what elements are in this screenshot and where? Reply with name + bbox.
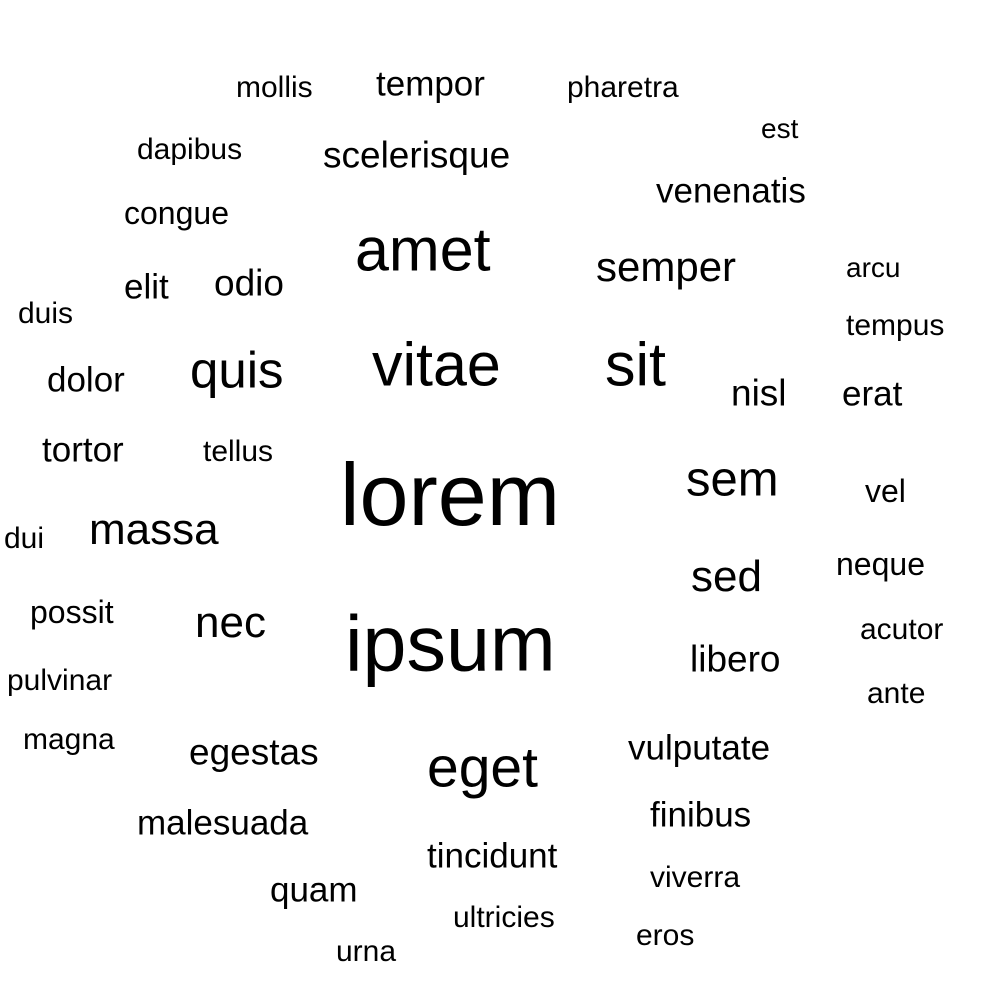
word-sem: sem [686, 452, 779, 507]
word-erat: erat [842, 374, 903, 414]
word-sed: sed [691, 552, 762, 601]
word-arcu: arcu [846, 252, 901, 283]
word-nec: nec [195, 598, 266, 647]
word-tempor: tempor [376, 64, 485, 104]
word-tempus: tempus [846, 309, 945, 342]
word-venenatis: venenatis [656, 171, 806, 211]
word-eros: eros [636, 919, 695, 952]
word-scelerisque: scelerisque [323, 134, 511, 176]
word-nisl: nisl [731, 372, 787, 414]
word-neque: neque [836, 546, 925, 582]
word-libero: libero [690, 638, 781, 680]
word-pulvinar: pulvinar [7, 664, 113, 697]
word-sit: sit [605, 330, 666, 399]
word-pharetra: pharetra [567, 71, 679, 104]
word-malesuada: malesuada [137, 803, 309, 843]
word-viverra: viverra [650, 861, 741, 894]
word-dui: dui [4, 522, 45, 555]
word-elit: elit [124, 267, 169, 307]
word-ipsum: ipsum [345, 598, 556, 688]
word-vulputate: vulputate [628, 728, 771, 768]
word-est: est [761, 113, 799, 144]
word-massa: massa [89, 505, 219, 554]
word-duis: duis [18, 297, 74, 330]
word-ultricies: ultricies [453, 901, 555, 934]
word-dapibus: dapibus [137, 133, 243, 166]
word-mollis: mollis [236, 71, 313, 104]
word-possit: possit [30, 594, 114, 630]
word-odio: odio [214, 262, 284, 304]
word-congue: congue [124, 195, 229, 231]
word-ante: ante [867, 677, 926, 710]
word-finibus: finibus [650, 795, 752, 835]
word-dolor: dolor [47, 360, 125, 400]
word-vel: vel [865, 473, 906, 509]
word-lorem: lorem [340, 445, 561, 544]
word-semper: semper [596, 243, 737, 290]
word-egestas: egestas [189, 731, 319, 773]
word-magna: magna [23, 723, 115, 756]
word-tellus: tellus [203, 435, 274, 468]
word-acutor: acutor [860, 613, 944, 646]
word-tortor: tortor [42, 430, 124, 470]
word-eget: eget [427, 735, 538, 800]
word-amet: amet [355, 215, 491, 284]
word-quis: quis [190, 341, 284, 399]
word-vitae: vitae [372, 330, 501, 399]
word-quam: quam [270, 870, 358, 910]
word-urna: urna [336, 935, 397, 968]
word-tincidunt: tincidunt [427, 836, 558, 876]
